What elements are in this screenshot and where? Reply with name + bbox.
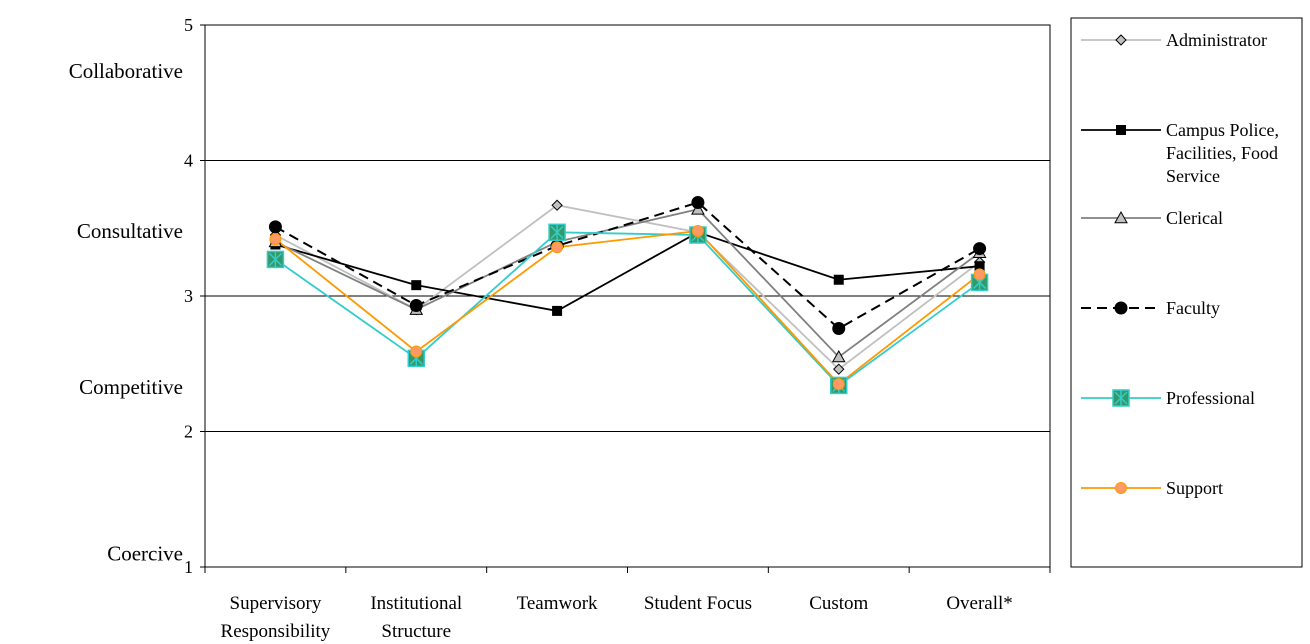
data-point bbox=[833, 274, 844, 285]
legend-label: Clerical bbox=[1166, 208, 1223, 228]
series-markers bbox=[266, 196, 989, 395]
data-point bbox=[974, 261, 985, 272]
data-point bbox=[832, 322, 846, 336]
y-tick-label: 4 bbox=[184, 151, 193, 171]
legend-label: Professional bbox=[1166, 388, 1255, 408]
data-point bbox=[1114, 210, 1128, 224]
data-point bbox=[411, 280, 422, 291]
legend-label: Service bbox=[1166, 166, 1220, 186]
x-tick-label: Institutional bbox=[370, 593, 462, 614]
data-point bbox=[1115, 482, 1127, 494]
legend-label: Support bbox=[1166, 478, 1223, 498]
data-point bbox=[266, 250, 285, 269]
x-tick-label: Custom bbox=[809, 593, 868, 614]
data-point bbox=[833, 363, 845, 375]
data-point bbox=[552, 305, 563, 316]
x-tick-label: Student Focus bbox=[644, 593, 752, 614]
y-category-labels: Coercive Competitive Consultative Collabora… bbox=[69, 59, 183, 565]
data-point bbox=[832, 378, 845, 391]
series-line bbox=[275, 231, 980, 312]
legend: Administrator Campus Police, Facilities, F… bbox=[1070, 17, 1303, 568]
x-tick-label: Responsibility bbox=[221, 621, 331, 642]
data-point bbox=[1114, 301, 1128, 315]
series-lines bbox=[274, 201, 981, 387]
data-point bbox=[691, 224, 704, 237]
data-point bbox=[551, 241, 564, 254]
y-category-label: Competitive bbox=[79, 375, 183, 399]
y-category-label: Consultative bbox=[77, 219, 183, 243]
legend-label: Faculty bbox=[1166, 298, 1220, 318]
data-point bbox=[269, 233, 282, 246]
series-line bbox=[274, 201, 981, 330]
y-tick-label: 5 bbox=[184, 15, 193, 35]
x-tick-label: Teamwork bbox=[517, 593, 598, 614]
series-line bbox=[274, 204, 981, 371]
data-point bbox=[1115, 34, 1127, 46]
x-tick-label: Structure bbox=[381, 621, 451, 642]
data-point bbox=[831, 349, 846, 363]
data-point bbox=[409, 298, 423, 312]
x-tick-label: Overall* bbox=[946, 593, 1012, 614]
y-axis: 1 2 3 4 5 bbox=[184, 15, 205, 577]
data-point bbox=[1112, 389, 1130, 407]
legend-box bbox=[1070, 17, 1303, 568]
series-line bbox=[274, 231, 981, 387]
data-point bbox=[268, 220, 282, 234]
y-category-label: Collaborative bbox=[69, 59, 183, 83]
data-point bbox=[691, 196, 705, 210]
data-point bbox=[548, 223, 566, 242]
series-line bbox=[274, 230, 981, 386]
legend-label: Facilities, Food bbox=[1166, 143, 1278, 163]
x-tick-label: Supervisory bbox=[230, 593, 322, 614]
data-point bbox=[410, 345, 423, 358]
legend-label: Administrator bbox=[1166, 30, 1267, 50]
data-point bbox=[1116, 125, 1126, 135]
x-axis: Supervisory Responsibility Institutional St… bbox=[204, 567, 1051, 642]
series-line bbox=[275, 208, 981, 359]
y-tick-label: 3 bbox=[184, 286, 193, 306]
legend-label: Campus Police, bbox=[1166, 120, 1279, 140]
data-point bbox=[973, 268, 986, 281]
data-point bbox=[973, 242, 987, 256]
y-tick-label: 1 bbox=[184, 557, 193, 577]
y-tick-label: 2 bbox=[184, 422, 193, 442]
data-point bbox=[551, 199, 563, 211]
y-category-label: Coercive bbox=[107, 541, 183, 565]
